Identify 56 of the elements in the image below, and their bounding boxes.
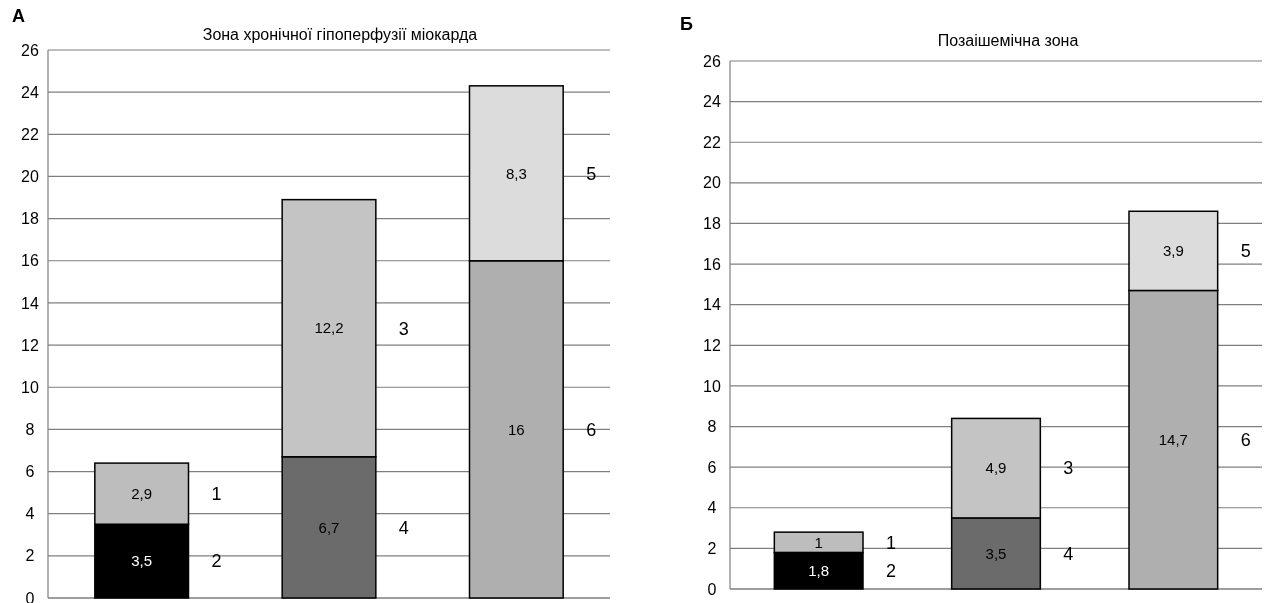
y-tick-label: 26 [703,52,721,70]
data-label: 14,7 [1158,430,1188,448]
y-tick-label: 16 [21,252,39,270]
data-label: 12,2 [314,319,344,337]
y-tick-label: 10 [703,377,721,395]
text: А [12,6,25,26]
y-tick-label: 16 [703,255,721,273]
series-label: 5 [1240,241,1251,262]
y-tick-label: 8 [25,420,35,438]
chart-title: Зона хронічної гіпоперфузії міокарда [202,26,478,43]
chart-title: Позаішемічна зона [937,32,1079,49]
y-tick-label: 24 [21,83,39,101]
data-label: 8,3 [505,164,527,182]
series-label: 5 [586,163,597,184]
y-tick-label: 24 [703,93,721,111]
data-label: 1 [814,533,823,551]
y-tick-label: 2 [707,539,717,557]
y-tick-label: 10 [21,378,39,396]
y-tick-label: 4 [707,499,717,517]
series-label: 6 [586,419,597,440]
text: Б [680,14,693,34]
y-tick-label: 8 [707,418,717,436]
y-tick-label: 18 [21,210,39,228]
data-label: 2,9 [131,484,153,502]
data-label: 4,9 [985,459,1007,477]
data-label: 6,7 [318,518,340,536]
data-label: 16 [507,420,525,438]
y-tick-label: 14 [21,294,39,312]
y-tick-label: 22 [21,125,39,143]
data-label: 1,8 [808,561,830,579]
series-label: 2 [211,551,222,572]
series-label: 1 [211,483,222,504]
data-label: 3,5 [131,552,153,570]
y-tick-label: 22 [703,133,721,151]
y-tick-label: 20 [21,168,39,186]
y-tick-label: 12 [703,336,721,354]
y-tick-label: 4 [25,505,35,523]
data-label: 3,9 [1162,242,1184,260]
data-label: 3,5 [985,544,1007,562]
series-label: 3 [398,318,409,339]
series-label: 2 [885,561,897,582]
y-tick-label: 2 [25,547,35,565]
y-tick-label: 0 [25,589,35,603]
y-tick-label: 26 [21,41,39,59]
y-tick-label: 12 [21,336,39,354]
series-label: 1 [885,532,897,553]
series-label: 6 [1240,430,1251,451]
series-label: 3 [1063,458,1074,479]
series-label: 4 [398,517,409,538]
y-tick-label: 20 [703,174,721,192]
y-tick-label: 18 [703,215,721,233]
y-tick-label: 6 [707,458,717,476]
series-label: 4 [1063,543,1074,564]
y-tick-label: 14 [703,296,721,314]
y-tick-label: 6 [25,463,35,481]
y-tick-label: 0 [707,580,717,598]
